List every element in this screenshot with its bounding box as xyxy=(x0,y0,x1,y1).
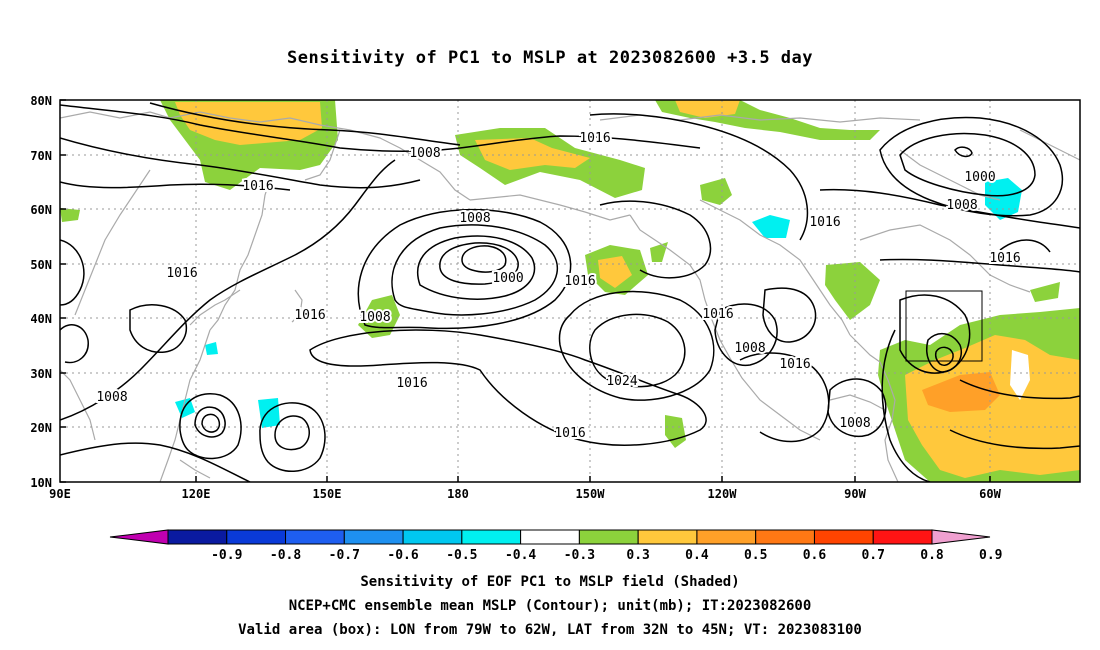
contour-label: 1008 xyxy=(96,390,127,405)
contour-label: 1008 xyxy=(409,146,440,161)
colorbar-swatch xyxy=(578,529,639,545)
colorbar-label: -0.7 xyxy=(329,548,360,563)
colorbar-label: 0.7 xyxy=(861,548,884,563)
lon-label: 60W xyxy=(979,487,1001,501)
colorbar-label: -0.5 xyxy=(446,548,477,563)
contour-label: 1016 xyxy=(779,357,810,372)
colorbar-swatch xyxy=(285,529,345,545)
lat-label: 10N xyxy=(30,476,52,490)
lon-label: 150E xyxy=(313,487,342,501)
contour-label: 1016 xyxy=(166,266,197,281)
colorbar-swatch xyxy=(343,529,404,545)
contour-labels: 1016 1008 1016 1008 1000 1016 1000 1008 … xyxy=(94,129,1022,443)
colorbar-label: 0.9 xyxy=(979,548,1002,563)
colorbar-label: 0.6 xyxy=(803,548,827,563)
longitude-labels: 90E 120E 150E 180 150W 120W 90W 60W xyxy=(49,487,1001,501)
lon-label: 120W xyxy=(708,487,738,501)
contour-layer xyxy=(60,102,1080,482)
colorbar-swatch xyxy=(226,529,287,545)
shade-cyan xyxy=(752,215,790,238)
colorbar-swatch xyxy=(402,529,463,545)
contour-label: 1024 xyxy=(606,374,637,389)
contour-label: 1016 xyxy=(294,308,325,323)
shade-green xyxy=(700,178,732,205)
lon-label: 180 xyxy=(447,487,469,501)
colorbar-label: 0.5 xyxy=(744,548,767,563)
lon-label: 150W xyxy=(576,487,606,501)
colorbar-label: -0.4 xyxy=(505,548,536,563)
lon-label: 90W xyxy=(844,487,866,501)
lat-label: 60N xyxy=(30,203,52,217)
lat-label: 80N xyxy=(30,94,52,108)
lat-label: 30N xyxy=(30,367,52,381)
shade-white-hole xyxy=(1010,350,1030,400)
colorbar-label: -0.9 xyxy=(211,548,242,563)
contour-label: 1000 xyxy=(492,271,523,286)
contour-label: 1008 xyxy=(839,416,870,431)
colorbar: -0.9 -0.8 -0.7 -0.6 -0.5 -0.4 -0.3 0.3 0.4 0.5 0.6… xyxy=(109,529,1003,563)
shade-green xyxy=(1030,282,1060,302)
colorbar-swatch xyxy=(461,529,522,545)
shade-green xyxy=(665,415,686,448)
shade-green xyxy=(825,262,880,320)
colorbar-label: -0.3 xyxy=(564,548,595,563)
contour-label: 1000 xyxy=(964,170,995,185)
contour-label: 1016 xyxy=(989,251,1020,266)
colorbar-swatch xyxy=(696,529,757,545)
colorbar-swatch xyxy=(872,529,933,545)
map-frame xyxy=(59,99,1081,483)
contour-label: 1016 xyxy=(242,179,273,194)
shade-orange xyxy=(475,138,590,170)
colorbar-left-arrow xyxy=(109,529,169,545)
shade-dark-orange xyxy=(922,372,1000,412)
lon-label: 90E xyxy=(49,487,71,501)
lon-label: 120E xyxy=(182,487,211,501)
footer-line-1: Sensitivity of EOF PC1 to MSLP field (Sh… xyxy=(360,574,740,590)
colorbar-label: 0.4 xyxy=(685,548,709,563)
contour-label: 1016 xyxy=(554,426,585,441)
colorbar-label: 0.3 xyxy=(626,548,649,563)
contour-label: 1016 xyxy=(702,307,733,322)
colorbar-right-arrow xyxy=(931,529,991,545)
shade-cyan xyxy=(985,178,1022,220)
latitude-labels: 80N 70N 60N 50N 40N 30N 20N 10N xyxy=(30,94,52,490)
shade-green xyxy=(60,208,80,222)
lat-label: 20N xyxy=(30,421,52,435)
contour-label: 1008 xyxy=(946,198,977,213)
colorbar-swatch xyxy=(755,529,815,545)
shade-cyan xyxy=(205,342,218,355)
shade-cyan xyxy=(175,398,195,418)
map-title: Sensitivity of PC1 to MSLP at 2023082600… xyxy=(286,48,813,68)
colorbar-swatch xyxy=(813,529,874,545)
contour-label: 1008 xyxy=(359,310,390,325)
shade-green xyxy=(650,242,668,262)
contour-label: 1016 xyxy=(564,274,595,289)
contour-label: 1008 xyxy=(459,211,490,226)
colorbar-label: -0.8 xyxy=(270,548,301,563)
colorbar-swatch xyxy=(637,529,698,545)
footer-line-2: NCEP+CMC ensemble mean MSLP (Contour); u… xyxy=(288,598,812,614)
tick-marks xyxy=(60,99,991,483)
colorbar-swatch xyxy=(167,529,228,545)
lat-label: 70N xyxy=(30,149,52,163)
shade-cyan xyxy=(258,398,280,428)
colorbar-label: 0.8 xyxy=(920,548,944,563)
footer-line-3: Valid area (box): LON from 79W to 62W, L… xyxy=(238,622,862,638)
colorbar-swatch xyxy=(520,529,580,545)
shade-orange xyxy=(675,100,740,118)
contour-label: 1016 xyxy=(579,131,610,146)
lat-label: 40N xyxy=(30,312,52,326)
contour-label: 1016 xyxy=(396,376,427,391)
contour-label: 1008 xyxy=(734,341,765,356)
valid-area-box xyxy=(905,290,983,362)
colorbar-label: -0.6 xyxy=(387,548,418,563)
contour-label: 1016 xyxy=(809,215,840,230)
lat-label: 50N xyxy=(30,258,52,272)
